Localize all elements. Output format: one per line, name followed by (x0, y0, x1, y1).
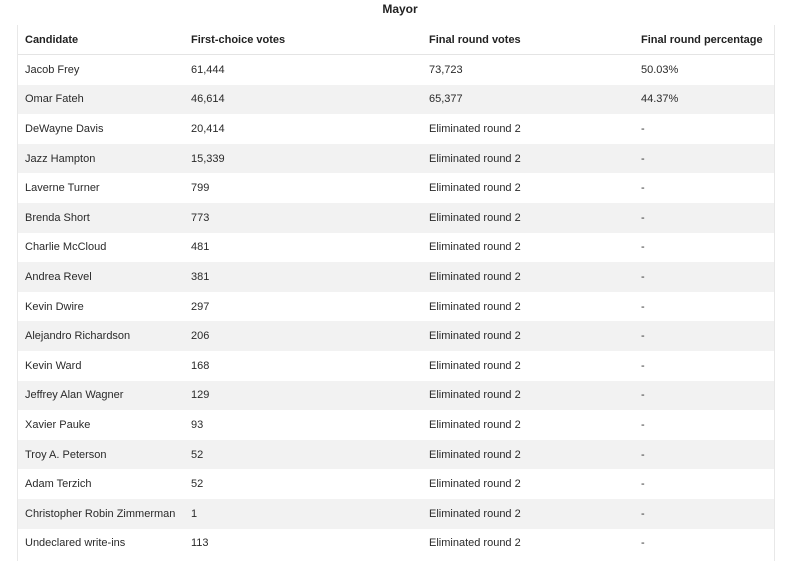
cell-candidate: Kevin Dwire (17, 291, 183, 322)
cell-candidate: Brenda Short (17, 202, 183, 233)
table-row: Charlie McCloud 481 Eliminated round 2- (17, 232, 775, 263)
cell-candidate: Troy A. Peterson (17, 439, 183, 470)
cell-final-round-percentage: - (633, 410, 775, 440)
cell-final-round-percentage: 44.37% (633, 84, 775, 115)
cell-final-round-votes: Eliminated round 2 (421, 143, 633, 174)
cell-final-round-percentage: - (633, 439, 775, 470)
results-table: Candidate First-choice votes Final round… (17, 25, 775, 559)
cell-final-round-percentage: - (633, 350, 775, 381)
cell-first-choice-votes: 52 (183, 469, 421, 499)
cell-first-choice-votes: 381 (183, 262, 421, 292)
cell-final-round-percentage: - (633, 262, 775, 292)
table-row: Jeffrey Alan Wagner 129 Eliminated round 2… (17, 380, 775, 411)
cell-final-round-percentage: - (633, 380, 775, 411)
cell-final-round-votes: Eliminated round 2 (421, 173, 633, 203)
cell-first-choice-votes: 129 (183, 380, 421, 411)
header-final-round-votes: Final round votes (421, 25, 633, 55)
cell-final-round-percentage: - (633, 173, 775, 203)
cell-final-round-votes: 65,377 (421, 84, 633, 115)
table-row: DeWayne Davis 20,414 Eliminated round 2- (17, 114, 775, 144)
cell-final-round-percentage: - (633, 114, 775, 144)
cell-candidate: Laverne Turner (17, 173, 183, 203)
cell-final-round-votes: Eliminated round 2 (421, 262, 633, 292)
cell-candidate: Omar Fateh (17, 84, 183, 115)
cell-first-choice-votes: 61,444 (183, 54, 421, 85)
cell-final-round-votes: 73,723 (421, 54, 633, 85)
cell-final-round-percentage: - (633, 291, 775, 322)
cell-final-round-votes: Eliminated round 2 (421, 439, 633, 470)
cell-candidate: Jazz Hampton (17, 143, 183, 174)
cell-first-choice-votes: 799 (183, 173, 421, 203)
table-row: Troy A. Peterson 52 Eliminated round 2- (17, 439, 775, 470)
cell-final-round-percentage: - (633, 469, 775, 499)
table-caption: Mayor (382, 2, 418, 16)
cell-final-round-percentage: - (633, 321, 775, 351)
table-row: Undeclared write-ins 113 Eliminated round … (17, 528, 775, 559)
header-first-choice-votes: First-choice votes (183, 25, 421, 55)
cell-final-round-percentage: - (633, 143, 775, 174)
table-row: Xavier Pauke 93 Eliminated round 2- (17, 410, 775, 440)
cell-final-round-percentage: 50.03% (633, 54, 775, 85)
table-row: Kevin Ward 168 Eliminated round 2- (17, 350, 775, 381)
cell-final-round-votes: Eliminated round 2 (421, 321, 633, 351)
cell-first-choice-votes: 46,614 (183, 84, 421, 115)
cell-final-round-percentage: - (633, 528, 775, 559)
table-row: Adam Terzich 52 Eliminated round 2- (17, 469, 775, 499)
table-row: Andrea Revel 381 Eliminated round 2- (17, 262, 775, 292)
cell-candidate: Xavier Pauke (17, 410, 183, 440)
cell-candidate: Alejandro Richardson (17, 321, 183, 351)
cell-candidate: Charlie McCloud (17, 232, 183, 263)
cell-first-choice-votes: 93 (183, 410, 421, 440)
cell-candidate: DeWayne Davis (17, 114, 183, 144)
table-row: Kevin Dwire 297 Eliminated round 2- (17, 291, 775, 322)
table-row: Brenda Short 773 Eliminated round 2- (17, 202, 775, 233)
cell-final-round-percentage: - (633, 232, 775, 263)
cell-candidate: Andrea Revel (17, 262, 183, 292)
header-candidate: Candidate (17, 25, 183, 55)
cell-final-round-votes: Eliminated round 2 (421, 114, 633, 144)
table-row: Jacob Frey 61,444 73,723 50.03% (17, 54, 775, 85)
cell-final-round-votes: Eliminated round 2 (421, 291, 633, 322)
cell-final-round-votes: Eliminated round 2 (421, 469, 633, 499)
cell-first-choice-votes: 15,339 (183, 143, 421, 174)
table-row: Alejandro Richardson 206 Eliminated round … (17, 321, 775, 351)
table-body: Jacob Frey 61,444 73,723 50.03% Omar Fateh 46… (17, 54, 775, 559)
header-row: Candidate First-choice votes Final round… (17, 25, 775, 55)
cell-first-choice-votes: 206 (183, 321, 421, 351)
cell-candidate: Adam Terzich (17, 469, 183, 499)
cell-candidate: Undeclared write-ins (17, 528, 183, 559)
cell-first-choice-votes: 168 (183, 350, 421, 381)
cell-first-choice-votes: 113 (183, 528, 421, 559)
cell-final-round-votes: Eliminated round 2 (421, 350, 633, 381)
cell-final-round-votes: Eliminated round 2 (421, 410, 633, 440)
cell-candidate: Kevin Ward (17, 350, 183, 381)
cell-candidate: Christopher Robin Zimmerman (17, 498, 183, 529)
cell-first-choice-votes: 1 (183, 498, 421, 529)
cell-first-choice-votes: 481 (183, 232, 421, 263)
cell-candidate: Jeffrey Alan Wagner (17, 380, 183, 411)
cell-final-round-percentage: - (633, 202, 775, 233)
table-row: Laverne Turner 799 Eliminated round 2- (17, 173, 775, 203)
table-row: Christopher Robin Zimmerman 1 Eliminated r… (17, 498, 775, 529)
cell-first-choice-votes: 20,414 (183, 114, 421, 144)
cell-final-round-votes: Eliminated round 2 (421, 380, 633, 411)
cell-final-round-votes: Eliminated round 2 (421, 202, 633, 233)
header-final-round-percentage: Final round percentage (633, 25, 775, 55)
cell-first-choice-votes: 773 (183, 202, 421, 233)
cell-candidate: Jacob Frey (17, 54, 183, 85)
cell-first-choice-votes: 297 (183, 291, 421, 322)
cell-final-round-votes: Eliminated round 2 (421, 498, 633, 529)
cell-final-round-votes: Eliminated round 2 (421, 528, 633, 559)
cell-final-round-votes: Eliminated round 2 (421, 232, 633, 263)
cell-first-choice-votes: 52 (183, 439, 421, 470)
table-row: Omar Fateh 46,614 65,377 44.37% (17, 84, 775, 115)
table-row: Jazz Hampton 15,339 Eliminated round 2- (17, 143, 775, 174)
cell-final-round-percentage: - (633, 498, 775, 529)
